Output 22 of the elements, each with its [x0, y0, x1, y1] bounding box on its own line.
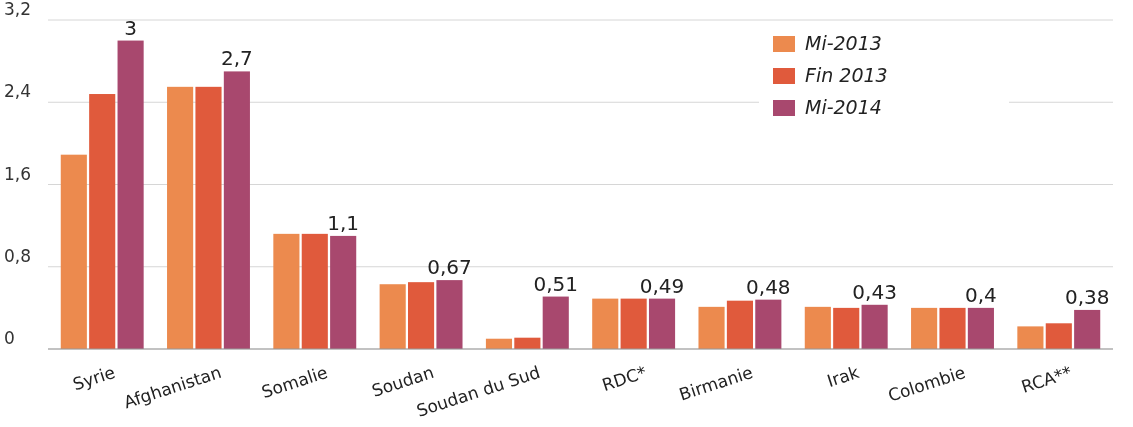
y-tick-label: 0,8 — [4, 245, 32, 266]
y-tick-label: 2,4 — [4, 81, 32, 102]
data-label: 0,4 — [964, 282, 997, 307]
data-label: 0,51 — [533, 271, 579, 296]
data-label: 0,67 — [427, 255, 472, 280]
legend-label: Fin 2013 — [805, 64, 888, 86]
data-label: 3 — [124, 15, 137, 40]
data-label: 0,43 — [852, 279, 897, 304]
data-label: 0,48 — [746, 274, 791, 299]
y-tick-label: 3,2 — [4, 0, 32, 19]
legend-label: Mi-2014 — [805, 96, 882, 118]
y-tick-label: 1,6 — [4, 163, 32, 184]
data-label: 0,38 — [1064, 284, 1110, 309]
data-label: 1,1 — [327, 210, 360, 235]
y-tick-label: 0 — [4, 328, 15, 348]
x-tick-label: RDC* — [599, 361, 649, 395]
data-label: 0,49 — [639, 273, 685, 298]
x-tick-label: Irak — [824, 361, 862, 391]
data-label: 2,7 — [220, 46, 253, 71]
x-tick-label: Syrie — [70, 361, 118, 395]
x-tick-label: RCA** — [1018, 361, 1074, 397]
legend-label: Mi-2013 — [805, 32, 882, 54]
